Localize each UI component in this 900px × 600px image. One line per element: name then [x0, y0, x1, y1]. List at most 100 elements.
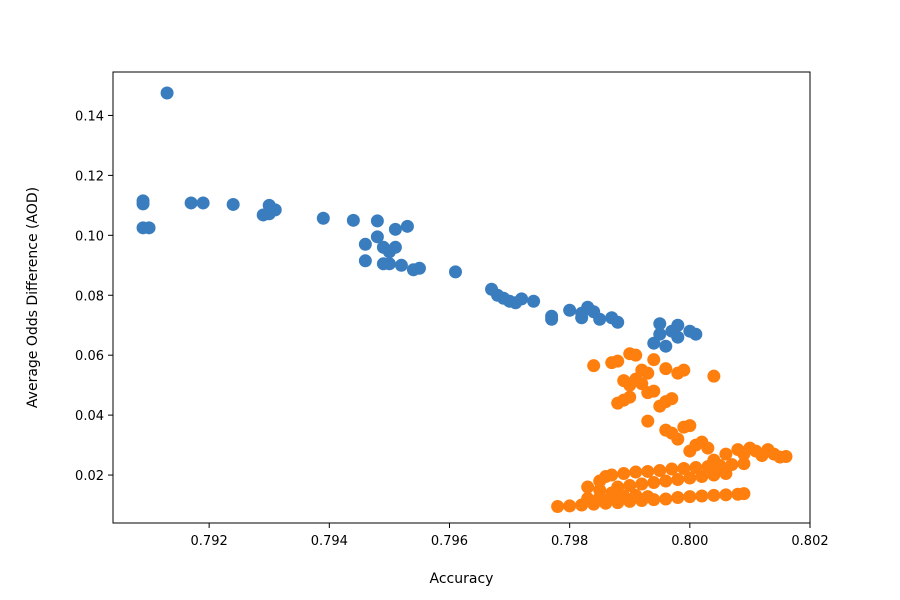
- scatter-point: [719, 467, 733, 481]
- scatter-point: [695, 470, 709, 484]
- scatter-point: [581, 491, 595, 505]
- scatter-point: [707, 488, 721, 502]
- y-tick-label: 0.06: [75, 349, 104, 364]
- scatter-point: [382, 257, 396, 271]
- scatter-point: [593, 312, 607, 326]
- scatter-point: [551, 500, 565, 514]
- y-axis-label: Average Odds Difference (AOD): [25, 187, 41, 408]
- y-tick-label: 0.08: [75, 289, 104, 304]
- scatter-point: [779, 449, 793, 463]
- scatter-point: [641, 464, 655, 478]
- scatter-point: [593, 491, 607, 505]
- scatter-point: [659, 492, 673, 506]
- scatter-point: [587, 359, 601, 373]
- x-tick-label: 0.792: [191, 534, 228, 549]
- scatter-point: [719, 447, 733, 461]
- scatter-point: [226, 197, 240, 211]
- scatter-point: [653, 327, 667, 341]
- x-tick-label: 0.794: [311, 534, 348, 549]
- scatter-point: [629, 348, 643, 362]
- x-axis-ticks: 0.792 0.794 0.796 0.798 0.800 0.802: [191, 523, 829, 549]
- scatter-point: [623, 479, 637, 493]
- scatter-point: [611, 315, 625, 329]
- y-tick-label: 0.14: [75, 109, 104, 124]
- y-tick-label: 0.04: [75, 409, 104, 424]
- scatter-point: [605, 468, 619, 482]
- scatter-point: [527, 294, 541, 308]
- scatter-point: [629, 465, 643, 479]
- y-tick-label: 0.02: [75, 469, 104, 484]
- scatter-point: [388, 222, 402, 236]
- scatter-point: [701, 441, 715, 455]
- y-axis-ticks: 0.02 0.04 0.06 0.08 0.10 0.12 0.14: [75, 109, 113, 484]
- scatter-point: [659, 474, 673, 488]
- scatter-point: [358, 254, 372, 268]
- x-tick-label: 0.796: [431, 534, 468, 549]
- scatter-point: [707, 369, 721, 383]
- scatter-point: [659, 362, 673, 376]
- scatter-point: [400, 219, 414, 233]
- scatter-point: [683, 419, 697, 433]
- scatter-point: [268, 203, 282, 217]
- scatter-point: [184, 196, 198, 210]
- series-2-points: [551, 347, 793, 514]
- scatter-point: [575, 311, 589, 325]
- scatter-point: [671, 473, 685, 487]
- scatter-point: [671, 330, 685, 344]
- scatter-point: [647, 476, 661, 490]
- scatter-point: [671, 432, 685, 446]
- scatter-point: [695, 489, 709, 503]
- scatter-point: [683, 490, 697, 504]
- scatter-point: [737, 487, 751, 501]
- scatter-point: [412, 261, 426, 275]
- scatter-point: [448, 265, 462, 279]
- scatter-point: [719, 488, 733, 502]
- scatter-point: [641, 490, 655, 504]
- scatter-point: [671, 318, 685, 332]
- x-tick-label: 0.800: [671, 534, 708, 549]
- series-1-points: [136, 86, 703, 353]
- scatter-point: [370, 214, 384, 228]
- x-tick-label: 0.802: [791, 534, 828, 549]
- scatter-point: [737, 457, 751, 471]
- scatter-point: [160, 86, 174, 100]
- scatter-point: [647, 353, 661, 367]
- y-tick-label: 0.10: [75, 229, 104, 244]
- scatter-point: [635, 477, 649, 491]
- scatter-point: [545, 312, 559, 326]
- scatter-point: [358, 237, 372, 251]
- scatter-point: [563, 303, 577, 317]
- scatter-point: [394, 258, 408, 272]
- scatter-point: [617, 489, 631, 503]
- scatter-point: [316, 211, 330, 225]
- scatter-point: [388, 240, 402, 254]
- scatter-point: [671, 491, 685, 505]
- scatter-point: [515, 292, 529, 306]
- scatter-point: [623, 390, 637, 404]
- scatter-point: [653, 317, 667, 331]
- scatter-point: [659, 339, 673, 353]
- scatter-point: [689, 327, 703, 341]
- scatter-point: [617, 467, 631, 481]
- y-tick-label: 0.12: [75, 169, 104, 184]
- scatter-point: [683, 471, 697, 485]
- scatter-point: [641, 366, 655, 380]
- data-points: [136, 86, 793, 514]
- plot-area: [113, 72, 810, 523]
- scatter-point: [641, 414, 655, 428]
- scatter-point: [136, 197, 150, 211]
- scatter-point: [665, 392, 679, 406]
- scatter-point: [707, 468, 721, 482]
- scatter-point: [653, 464, 667, 478]
- plot-frame: [112, 71, 811, 524]
- scatter-point: [677, 461, 691, 475]
- x-tick-label: 0.798: [551, 534, 588, 549]
- scatter-point: [647, 384, 661, 398]
- scatter-point: [677, 363, 691, 377]
- scatter-point: [581, 480, 595, 494]
- scatter-point: [142, 221, 156, 235]
- scatter-point: [370, 230, 384, 244]
- scatter-point: [196, 196, 210, 210]
- scatter-point: [605, 490, 619, 504]
